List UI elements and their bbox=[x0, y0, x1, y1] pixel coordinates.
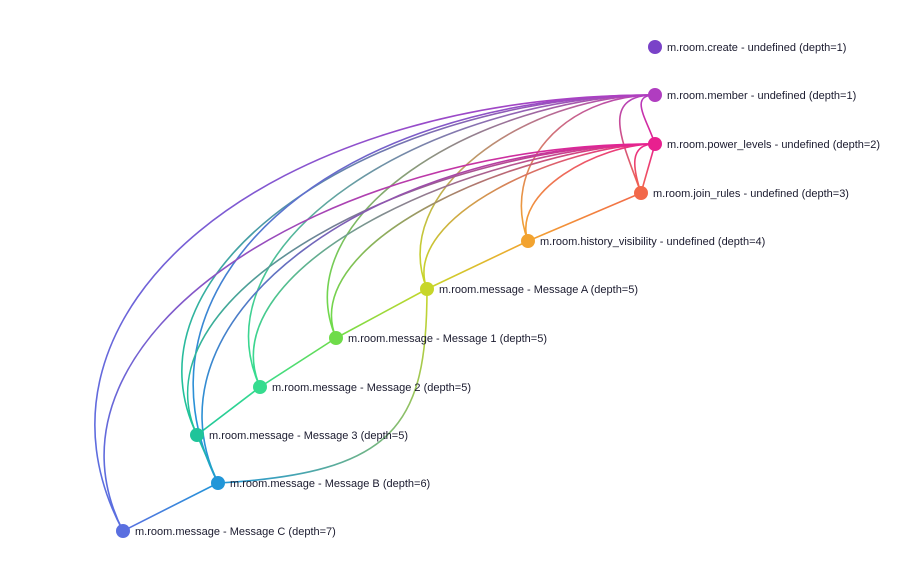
svg-text:m.room.message - Message 3 (de: m.room.message - Message 3 (depth=5) bbox=[209, 430, 408, 442]
svg-text:m.room.power_levels - undefine: m.room.power_levels - undefined (depth=2… bbox=[667, 139, 880, 151]
svg-text:m.room.history_visibility - un: m.room.history_visibility - undefined (d… bbox=[540, 236, 765, 248]
svg-text:m.room.message - Message 1 (de: m.room.message - Message 1 (depth=5) bbox=[348, 333, 547, 345]
svg-text:m.room.message - Message 2 (de: m.room.message - Message 2 (depth=5) bbox=[272, 382, 471, 394]
svg-text:m.room.member - undefined (dep: m.room.member - undefined (depth=1) bbox=[667, 90, 856, 102]
svg-text:m.room.join_rules - undefined: m.room.join_rules - undefined (depth=3) bbox=[653, 188, 849, 200]
svg-text:m.room.create - undefined (dep: m.room.create - undefined (depth=1) bbox=[667, 42, 846, 54]
svg-text:m.room.message - Message A (de: m.room.message - Message A (depth=5) bbox=[439, 284, 638, 296]
svg-text:m.room.message - Message C (de: m.room.message - Message C (depth=7) bbox=[135, 526, 336, 538]
svg-text:m.room.message - Message B (de: m.room.message - Message B (depth=6) bbox=[230, 478, 430, 490]
